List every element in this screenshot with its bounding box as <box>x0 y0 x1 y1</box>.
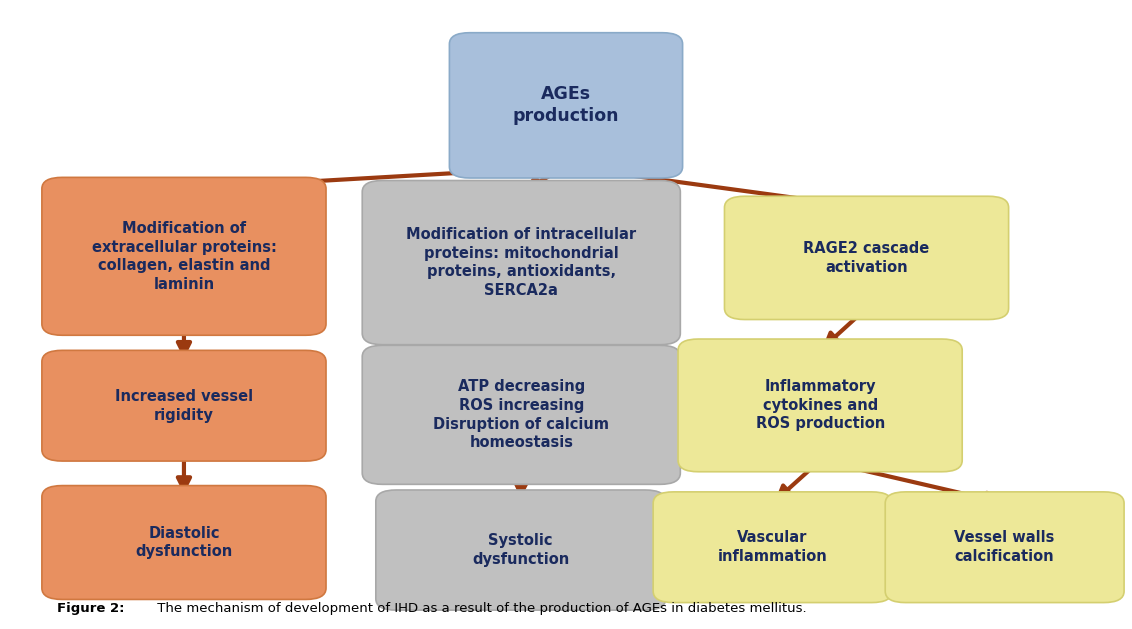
FancyBboxPatch shape <box>885 492 1124 603</box>
Text: Increased vessel
rigidity: Increased vessel rigidity <box>114 389 254 423</box>
Text: Figure 2:: Figure 2: <box>57 602 125 615</box>
Text: Systolic
dysfunction: Systolic dysfunction <box>472 533 569 567</box>
Text: Modification of
extracellular proteins:
collagen, elastin and
laminin: Modification of extracellular proteins: … <box>92 221 276 292</box>
FancyBboxPatch shape <box>42 177 326 335</box>
Text: RAGE2 cascade
activation: RAGE2 cascade activation <box>804 241 929 275</box>
Text: ATP decreasing
ROS increasing
Disruption of calcium
homeostasis: ATP decreasing ROS increasing Disruption… <box>434 379 609 450</box>
Text: Vascular
inflammation: Vascular inflammation <box>718 530 827 564</box>
Text: Vessel walls
calcification: Vessel walls calcification <box>954 530 1055 564</box>
Text: The mechanism of development of IHD as a result of the production of AGEs in dia: The mechanism of development of IHD as a… <box>153 602 806 615</box>
Text: Inflammatory
cytokines and
ROS production: Inflammatory cytokines and ROS productio… <box>755 379 885 431</box>
Text: Diastolic
dysfunction: Diastolic dysfunction <box>136 526 232 559</box>
FancyBboxPatch shape <box>42 486 326 599</box>
FancyBboxPatch shape <box>362 181 680 345</box>
Text: Modification of intracellular
proteins: mitochondrial
proteins, antioxidants,
SE: Modification of intracellular proteins: … <box>406 227 636 298</box>
FancyBboxPatch shape <box>678 339 962 472</box>
FancyBboxPatch shape <box>362 345 680 484</box>
FancyBboxPatch shape <box>724 196 1009 320</box>
FancyBboxPatch shape <box>653 492 892 603</box>
FancyBboxPatch shape <box>449 33 683 178</box>
Text: AGEs
production: AGEs production <box>513 86 619 125</box>
FancyBboxPatch shape <box>376 490 666 610</box>
FancyBboxPatch shape <box>42 350 326 461</box>
